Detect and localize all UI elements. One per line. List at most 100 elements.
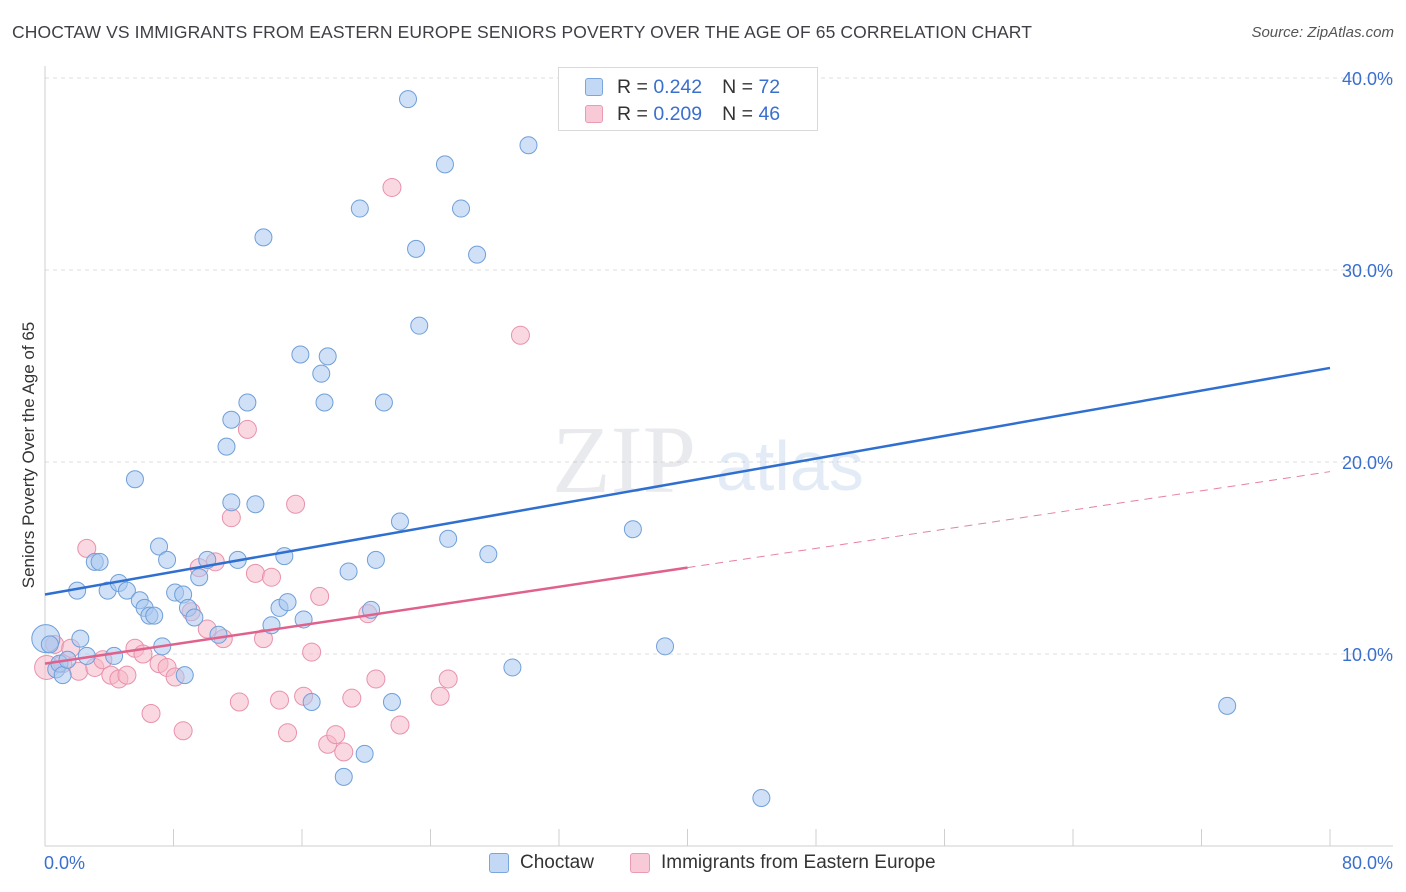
data-point-immigrants bbox=[173, 721, 193, 741]
legend-item-choctaw[interactable]: Choctaw bbox=[489, 852, 594, 874]
data-point-choctaw bbox=[246, 495, 265, 514]
data-point-choctaw bbox=[339, 562, 358, 581]
trend-line-choctaw bbox=[44, 366, 1331, 596]
data-point-choctaw bbox=[238, 393, 257, 412]
data-point-immigrants bbox=[382, 177, 402, 197]
x-tick-label: 80.0% bbox=[1342, 853, 1393, 873]
legend-swatch-blue bbox=[585, 78, 603, 96]
legend-r-label: R = bbox=[617, 75, 648, 98]
legend-stats: R = 0.242 N = 72 R = 0.209 N = 46 bbox=[558, 67, 818, 131]
data-point-choctaw bbox=[217, 437, 236, 456]
data-point-choctaw bbox=[656, 637, 675, 656]
source-credit: Source: ZipAtlas.com bbox=[1251, 24, 1394, 41]
legend-n-label: N = bbox=[722, 102, 754, 125]
data-point-immigrants bbox=[229, 692, 249, 712]
data-point-choctaw bbox=[312, 364, 331, 383]
legend-row-choctaw: R = 0.242 N = 72 bbox=[585, 75, 780, 99]
data-point-immigrants bbox=[310, 586, 330, 606]
legend-r-value: 0.209 bbox=[653, 102, 703, 125]
data-point-choctaw bbox=[117, 581, 136, 600]
data-point-choctaw bbox=[374, 393, 393, 412]
data-point-immigrants bbox=[141, 704, 161, 724]
legend-n-value: 72 bbox=[758, 75, 781, 98]
data-point-choctaw bbox=[407, 239, 426, 258]
data-point-choctaw bbox=[435, 155, 454, 174]
y-tick-label: 20.0% bbox=[1342, 453, 1393, 473]
trend-lines bbox=[44, 366, 1331, 665]
data-point-choctaw bbox=[222, 410, 241, 429]
data-point-immigrants bbox=[77, 538, 97, 558]
data-point-choctaw bbox=[468, 245, 487, 264]
data-point-choctaw bbox=[190, 568, 209, 587]
data-point-immigrants bbox=[390, 715, 410, 735]
legend-item-immigrants[interactable]: Immigrants from Eastern Europe bbox=[630, 852, 936, 874]
data-point-choctaw bbox=[90, 552, 109, 571]
data-point-choctaw bbox=[452, 199, 471, 218]
data-point-choctaw bbox=[145, 606, 164, 625]
data-point-choctaw bbox=[519, 136, 538, 155]
data-point-immigrants bbox=[253, 629, 273, 649]
data-point-choctaw bbox=[355, 744, 374, 763]
data-point-choctaw bbox=[315, 393, 334, 412]
data-point-choctaw bbox=[479, 545, 498, 564]
data-point-immigrants bbox=[286, 494, 306, 514]
data-point-choctaw bbox=[382, 693, 401, 711]
data-point-choctaw bbox=[623, 520, 642, 539]
data-point-immigrants bbox=[270, 690, 290, 710]
legend-swatch-pink bbox=[585, 105, 603, 123]
data-point-immigrants bbox=[302, 642, 322, 662]
points-choctaw bbox=[31, 90, 1237, 807]
legend-n-value: 46 bbox=[758, 102, 781, 125]
data-point-choctaw bbox=[158, 550, 177, 569]
data-point-choctaw bbox=[53, 666, 72, 685]
data-point-immigrants bbox=[237, 419, 257, 439]
data-point-choctaw bbox=[439, 529, 458, 548]
data-point-choctaw bbox=[40, 635, 59, 654]
trend-line-immigrants bbox=[44, 566, 688, 665]
data-point-immigrants bbox=[245, 563, 265, 583]
data-point-choctaw bbox=[503, 658, 522, 677]
x-tick-label: 0.0% bbox=[44, 853, 85, 873]
data-point-immigrants bbox=[510, 325, 530, 345]
grid-lines bbox=[45, 77, 1393, 655]
data-point-immigrants bbox=[366, 669, 386, 689]
data-point-choctaw bbox=[105, 646, 124, 665]
data-point-choctaw bbox=[350, 199, 369, 218]
data-point-choctaw bbox=[399, 90, 418, 109]
data-point-immigrants bbox=[342, 688, 362, 708]
legend-swatch-immigrants bbox=[630, 853, 650, 873]
points-immigrants-eastern-europe bbox=[34, 177, 530, 762]
legend-series: Choctaw Immigrants from Eastern Europe bbox=[0, 852, 1406, 878]
data-point-choctaw bbox=[752, 789, 771, 807]
trend-line-immigrants-extension bbox=[687, 471, 1331, 569]
legend-r-label: R = bbox=[617, 102, 648, 125]
data-point-choctaw bbox=[222, 493, 241, 512]
data-point-immigrants bbox=[261, 567, 281, 587]
y-axis-label: Seniors Poverty Over the Age of 65 bbox=[19, 321, 38, 589]
data-point-choctaw bbox=[302, 693, 321, 711]
watermark-zip: ZIP bbox=[552, 406, 696, 513]
data-point-choctaw bbox=[71, 629, 90, 648]
legend-r-value: 0.242 bbox=[653, 75, 703, 98]
data-point-choctaw bbox=[291, 345, 310, 364]
data-point-immigrants bbox=[117, 665, 137, 685]
data-point-immigrants bbox=[278, 723, 298, 743]
data-point-choctaw bbox=[390, 512, 409, 531]
data-point-immigrants bbox=[326, 725, 346, 745]
data-point-choctaw bbox=[366, 550, 385, 569]
data-point-immigrants bbox=[221, 508, 241, 528]
data-point-choctaw bbox=[334, 767, 353, 786]
legend-swatch-choctaw bbox=[489, 853, 509, 873]
data-point-immigrants bbox=[430, 686, 450, 706]
legend-label-choctaw: Choctaw bbox=[520, 852, 594, 873]
data-point-choctaw bbox=[410, 316, 429, 335]
y-tick-label: 30.0% bbox=[1342, 261, 1393, 281]
data-point-choctaw bbox=[150, 537, 169, 556]
data-point-choctaw bbox=[1218, 696, 1237, 715]
data-point-choctaw bbox=[125, 470, 144, 489]
data-point-immigrants bbox=[334, 742, 354, 762]
chart-title: CHOCTAW VS IMMIGRANTS FROM EASTERN EUROP… bbox=[12, 22, 1033, 42]
data-point-choctaw bbox=[209, 625, 228, 644]
y-tick-label: 10.0% bbox=[1342, 645, 1393, 665]
